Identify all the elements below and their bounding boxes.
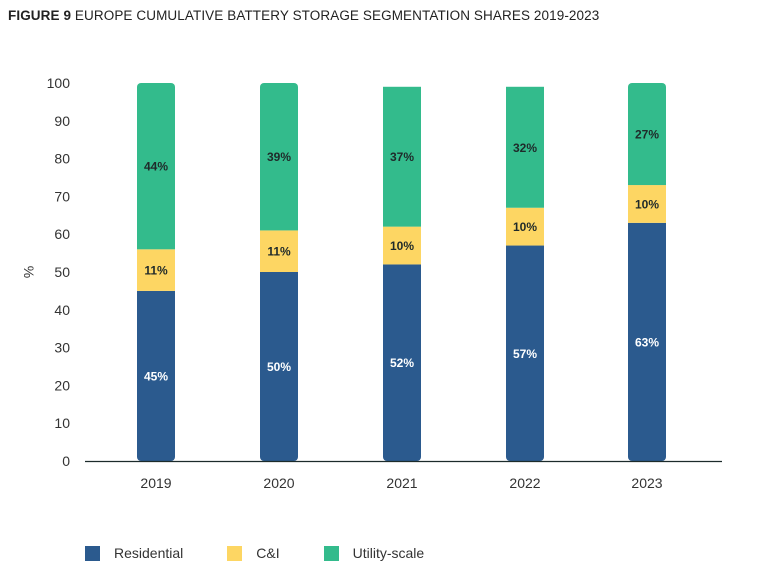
x-tick-label: 2023 — [631, 475, 662, 491]
bar-segment-c-i-2020 — [260, 230, 298, 272]
figure-number: FIGURE 9 — [8, 8, 72, 23]
bar-stack-2022 — [506, 86, 544, 461]
data-label: 11% — [144, 264, 168, 278]
bar-segment-utility-scale-2020 — [260, 83, 298, 231]
legend-item: Utility-scale — [323, 545, 425, 561]
legend-item: Residential — [85, 545, 183, 561]
x-tick-label: 2021 — [386, 475, 417, 491]
legend-label: C&I — [256, 545, 280, 561]
y-tick-label: 30 — [54, 340, 70, 356]
legend-swatch — [323, 545, 339, 561]
data-label: 52% — [390, 356, 414, 370]
bar-stack-2020 — [260, 83, 298, 461]
bar-stack-2021 — [383, 86, 421, 461]
data-label: 39% — [267, 150, 291, 164]
data-label: 45% — [144, 369, 168, 383]
y-tick-label: 50 — [54, 264, 70, 280]
bar-segment-utility-scale-2021 — [383, 86, 421, 227]
bar-segment-c-i-2022 — [506, 207, 544, 246]
data-label: 10% — [513, 220, 537, 234]
bar-stack-2019 — [137, 83, 175, 461]
bar-segment-c-i-2023 — [628, 185, 666, 223]
bar-stack-2023 — [628, 83, 666, 461]
legend-swatch — [85, 545, 100, 561]
data-label: 27% — [635, 128, 659, 142]
bar-segment-residential-2021 — [383, 264, 421, 461]
y-tick-label: 90 — [54, 113, 70, 129]
legend-label: Utility-scale — [352, 545, 425, 561]
legend-label: Residential — [114, 545, 184, 561]
chart-title: FIGURE 9 EUROPE CUMULATIVE BATTERY STORA… — [8, 8, 599, 23]
y-tick-label: 80 — [54, 151, 70, 167]
y-tick-label: 70 — [54, 188, 70, 204]
legend: Residential C&I Utility-scale — [85, 545, 468, 561]
legend-swatch — [227, 545, 243, 561]
figure-title-text: EUROPE CUMULATIVE BATTERY STORAGE SEGMEN… — [74, 8, 600, 23]
data-label: 10% — [390, 239, 414, 253]
y-tick-label: 40 — [54, 302, 70, 318]
data-label: 50% — [267, 360, 291, 374]
x-tick-label: 2019 — [140, 475, 171, 491]
data-label: 11% — [267, 245, 291, 259]
legend-item: C&I — [227, 545, 280, 561]
y-tick-label: 100 — [47, 75, 71, 91]
y-tick-label: 20 — [54, 377, 70, 393]
y-tick-label: 10 — [54, 415, 70, 431]
data-label: 32% — [513, 141, 537, 155]
data-label: 37% — [390, 150, 414, 164]
data-label: 10% — [635, 197, 659, 211]
bar-segment-c-i-2021 — [383, 226, 421, 265]
y-tick-label: 60 — [54, 226, 70, 242]
x-tick-label: 2020 — [263, 475, 294, 491]
x-tick-label: 2022 — [509, 475, 540, 491]
bar-segment-residential-2020 — [260, 272, 298, 461]
data-label: 63% — [635, 335, 659, 349]
y-axis-label: % — [21, 266, 37, 278]
bar-segment-residential-2019 — [137, 290, 175, 461]
bar-segment-utility-scale-2019 — [137, 83, 175, 250]
data-label: 57% — [513, 347, 537, 361]
bar-segment-c-i-2019 — [137, 249, 175, 291]
data-label: 44% — [144, 160, 168, 174]
y-tick-label: 0 — [62, 453, 70, 469]
bar-segment-residential-2022 — [506, 245, 544, 461]
bar-segment-utility-scale-2023 — [628, 83, 666, 186]
bar-segment-residential-2023 — [628, 222, 666, 461]
bar-segment-utility-scale-2022 — [506, 86, 544, 208]
